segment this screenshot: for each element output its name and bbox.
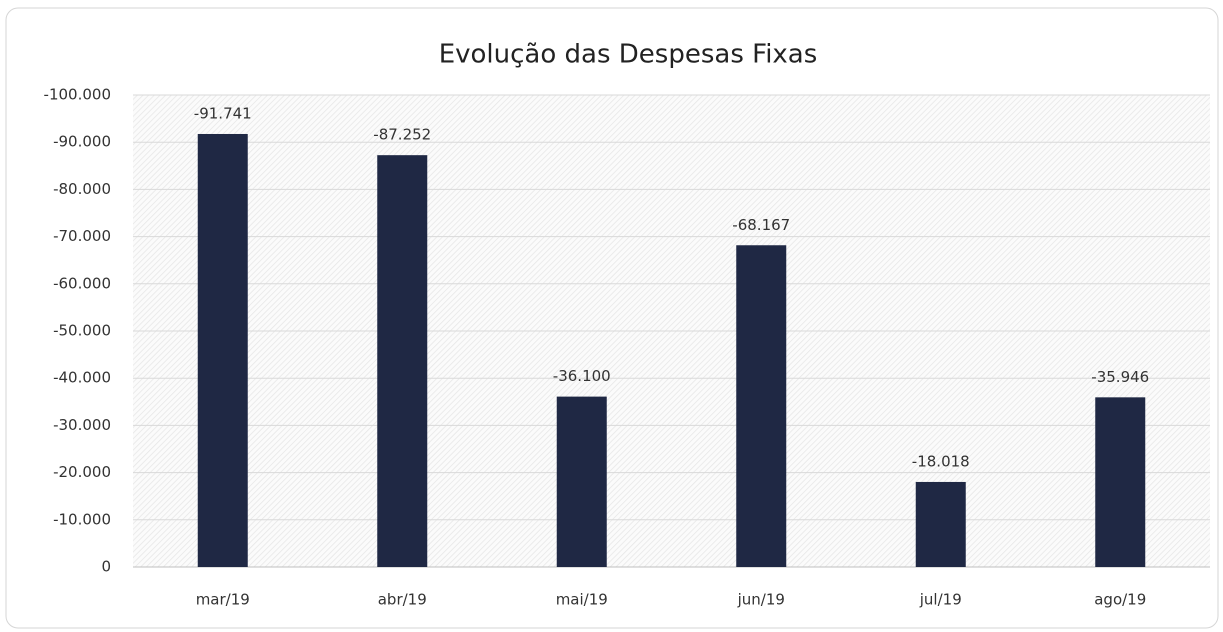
x-tick-label: jun/19	[737, 591, 785, 609]
data-label: -91.741	[194, 104, 252, 122]
y-tick-label: -40.000	[53, 369, 111, 387]
y-tick-label: -100.000	[44, 86, 111, 104]
y-tick-label: -60.000	[53, 274, 111, 292]
data-label: -87.252	[373, 126, 431, 144]
y-tick-label: -80.000	[53, 180, 111, 198]
bar	[1095, 397, 1146, 567]
bar	[736, 245, 787, 567]
bar	[197, 133, 248, 567]
bar	[377, 155, 428, 567]
bar	[556, 396, 607, 567]
bar	[915, 481, 966, 567]
y-tick-label: -90.000	[53, 133, 111, 151]
y-tick-label: 0	[101, 558, 111, 576]
y-tick-label: -10.000	[53, 510, 111, 528]
x-tick-label: mar/19	[196, 591, 250, 609]
x-tick-label: ago/19	[1094, 591, 1146, 609]
x-tick-label: mai/19	[556, 591, 608, 609]
y-tick-label: -50.000	[53, 322, 111, 340]
chart-title: Evolução das Despesas Fixas	[439, 40, 818, 70]
data-label: -36.100	[553, 367, 611, 385]
y-tick-label: -20.000	[53, 463, 111, 481]
y-tick-label: -30.000	[53, 416, 111, 434]
data-label: -35.946	[1091, 368, 1149, 386]
y-tick-label: -70.000	[53, 227, 111, 245]
x-tick-label: jul/19	[919, 591, 962, 609]
data-label: -68.167	[732, 216, 790, 234]
x-tick-label: abr/19	[378, 591, 427, 609]
data-label: -18.018	[912, 452, 970, 470]
